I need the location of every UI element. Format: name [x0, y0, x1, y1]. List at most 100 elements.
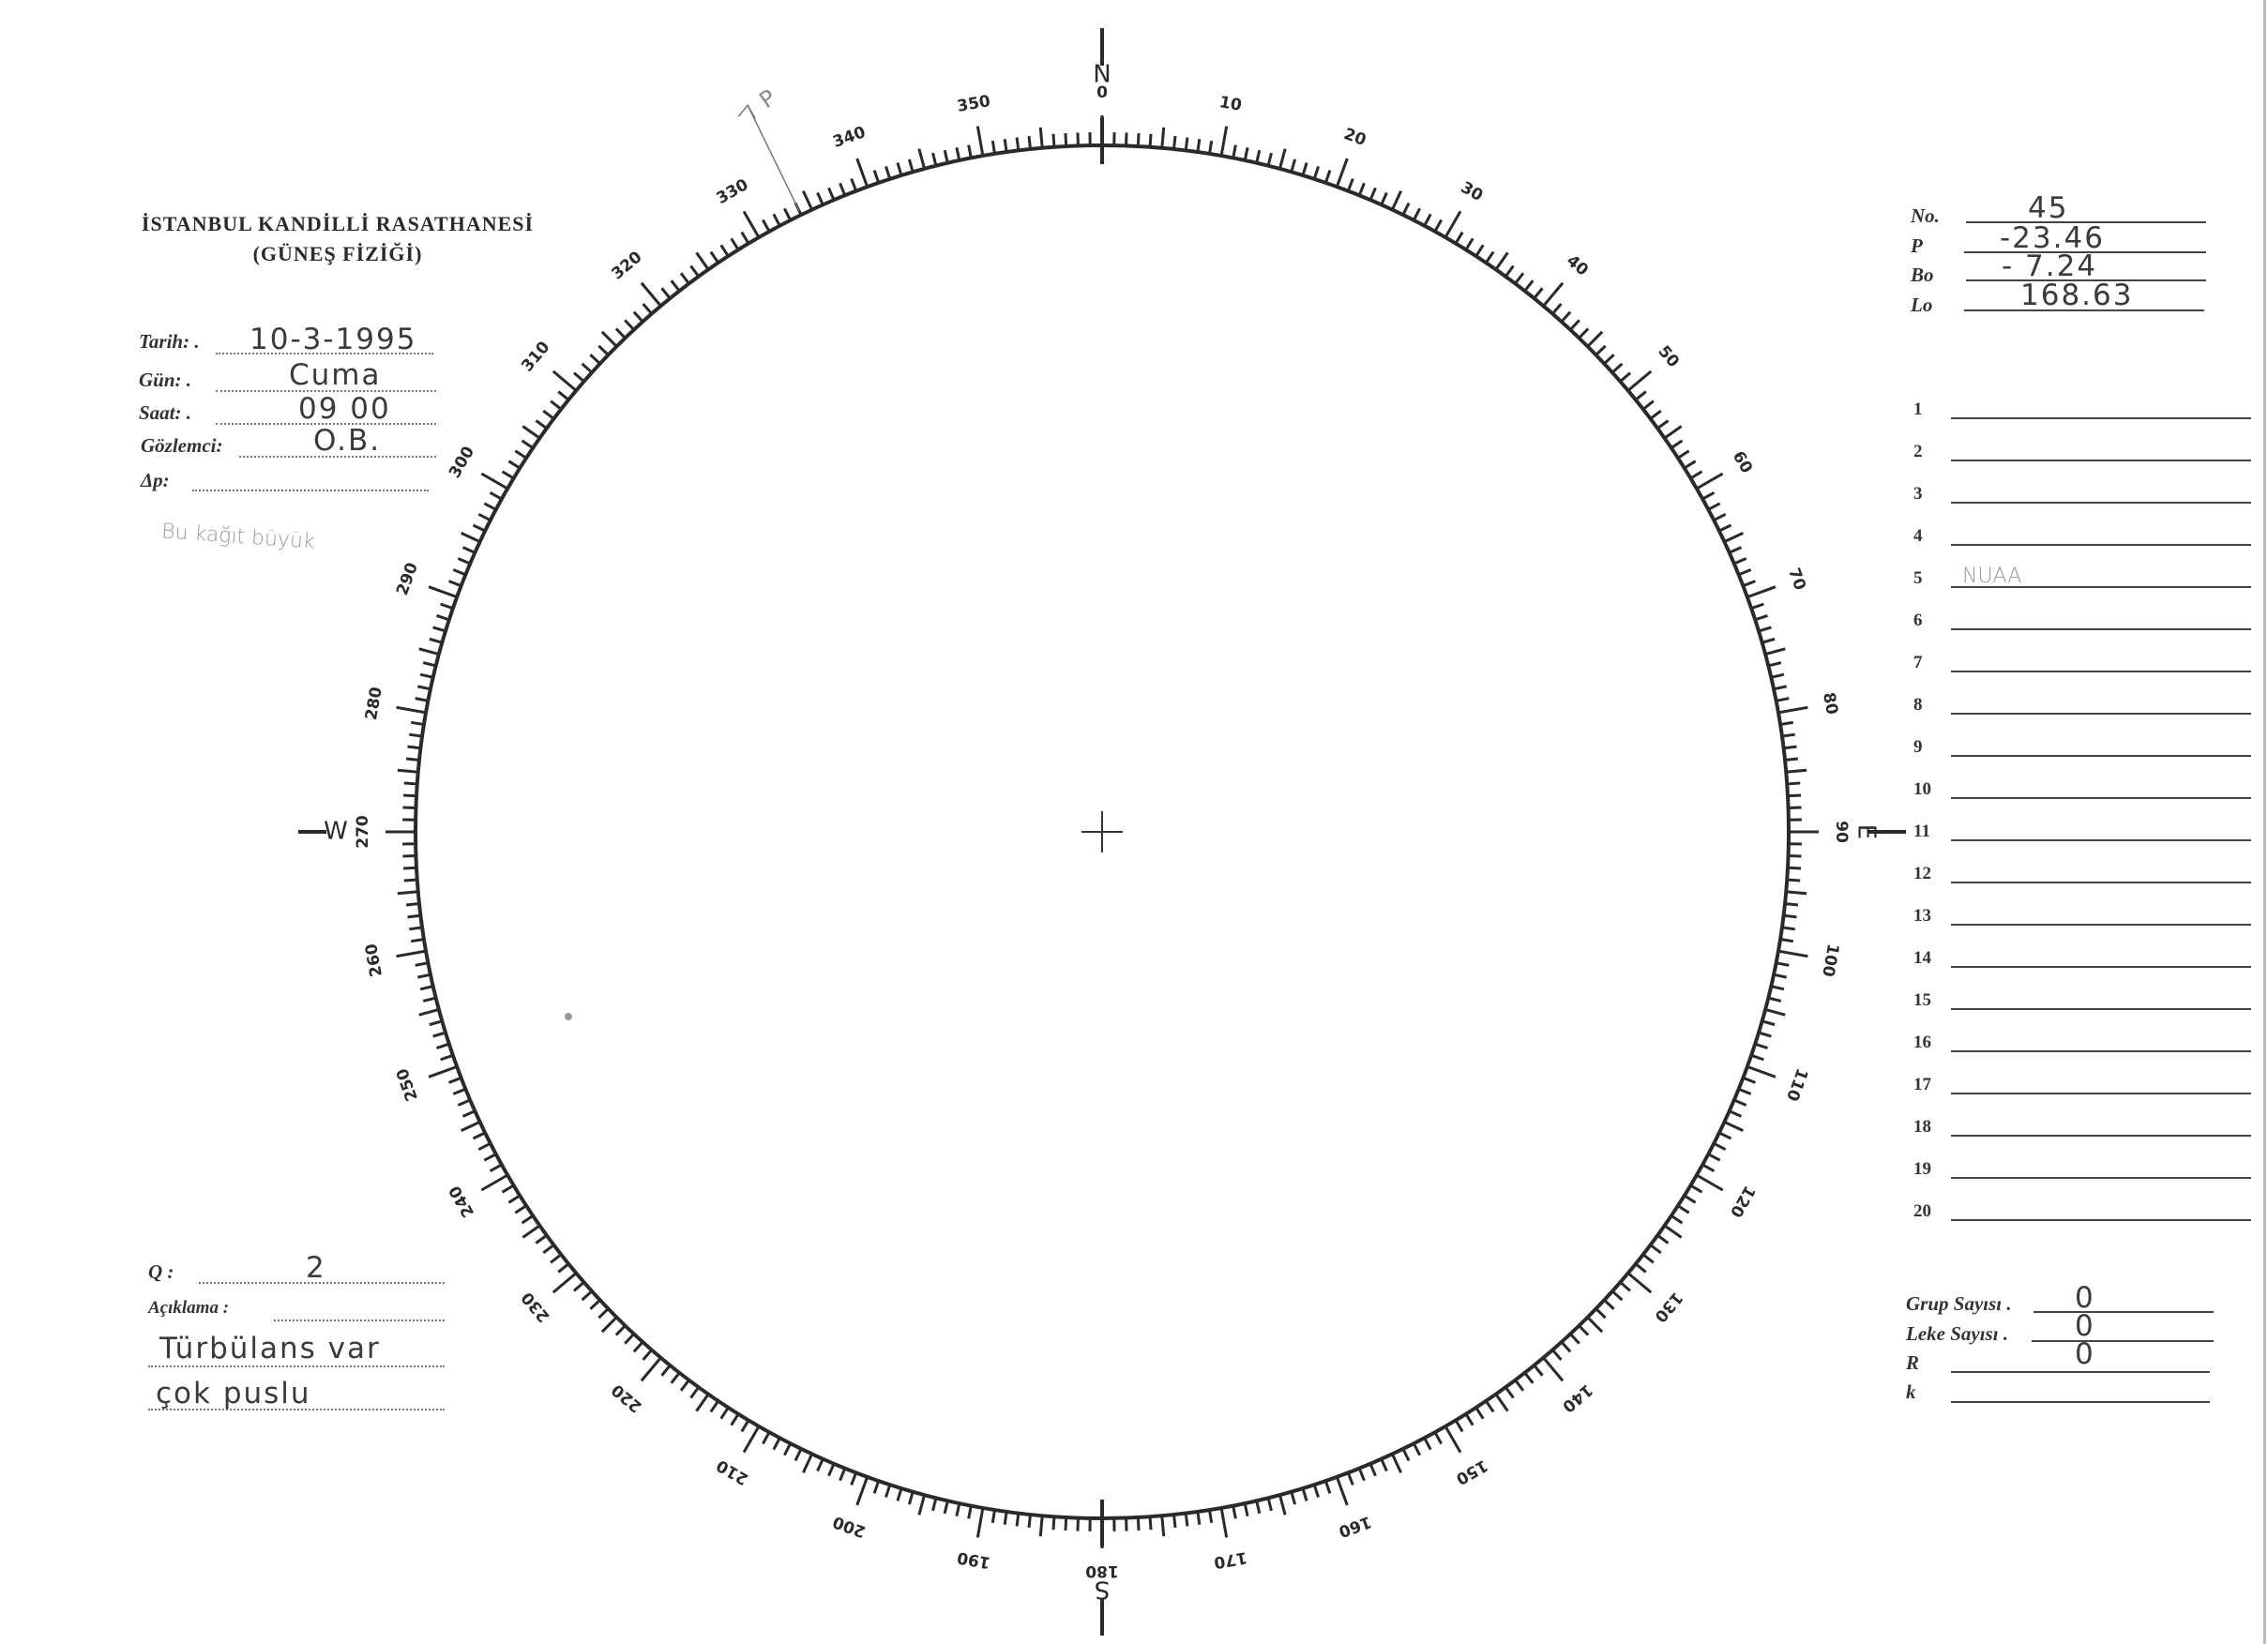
group-line-entry[interactable] [1951, 586, 2251, 588]
group-line-number: 2 [1913, 442, 1923, 461]
scale-tick [1696, 472, 1724, 490]
scale-tick [1742, 1076, 1756, 1084]
scale-tick [1683, 460, 1697, 470]
scale-tick [855, 1476, 869, 1506]
scale-tick [1423, 1437, 1432, 1451]
bo-line [1966, 279, 2206, 281]
scale-tick [1323, 170, 1332, 184]
scale-tick [794, 1448, 803, 1462]
time-value[interactable]: 09 00 [298, 392, 391, 426]
group-line-entry[interactable] [1951, 713, 2251, 715]
group-line-entry[interactable] [1951, 671, 2251, 672]
k-line [1951, 1401, 2210, 1403]
scale-tick [1542, 281, 1565, 308]
group-line-entry[interactable] [1951, 417, 2251, 419]
group-line-entry[interactable] [1951, 544, 2251, 546]
group-line-entry[interactable] [1951, 966, 2251, 968]
group-line-entry[interactable] [1951, 755, 2251, 757]
group-line-entry[interactable] [1951, 882, 2251, 883]
group-line-entry[interactable] [1951, 924, 2251, 926]
scale-tick [1776, 961, 1790, 967]
r-value[interactable]: 0 [2075, 1337, 2095, 1371]
scale-tick [452, 568, 466, 577]
group-line-entry[interactable] [1951, 1135, 2251, 1137]
bo-value[interactable]: - 7.24 [2002, 249, 2098, 283]
scale-label: 90 [1832, 821, 1851, 843]
scale-label: 220 [608, 1380, 645, 1415]
day-value[interactable]: Cuma [289, 358, 382, 392]
scale-tick [422, 996, 437, 1003]
group-count-value[interactable]: 0 [2075, 1281, 2095, 1315]
group-line-entry[interactable] [1951, 1219, 2251, 1221]
scale-tick [614, 1324, 627, 1336]
scale-label: 120 [1726, 1183, 1759, 1221]
scale-tick [1485, 1400, 1495, 1413]
scale-tick [1051, 1516, 1056, 1531]
remarks-label: Açıklama : [148, 1298, 230, 1318]
scale-tick [429, 637, 443, 644]
group-line-5-note: NUAA [1962, 565, 2022, 588]
scale-tick [1390, 190, 1403, 211]
scale-tick [1219, 126, 1229, 157]
scale-label: 210 [713, 1455, 751, 1488]
scale-tick [1784, 902, 1799, 907]
lo-value[interactable]: 168.63 [2020, 279, 2134, 312]
scale-tick [542, 1244, 555, 1255]
scale-label: 260 [362, 942, 386, 978]
group-line-entry[interactable] [1951, 1050, 2251, 1052]
group-line-entry[interactable] [1951, 502, 2251, 504]
p-value[interactable]: -23.46 [2000, 221, 2105, 255]
scale-tick [1569, 319, 1580, 331]
scale-tick [1779, 938, 1794, 943]
group-line-number: 6 [1913, 611, 1923, 630]
group-count-label: Grup Sayısı . [1906, 1292, 2012, 1315]
no-value[interactable]: 45 [2028, 191, 2069, 225]
scale-tick [1626, 370, 1653, 392]
scale-tick [589, 354, 601, 365]
group-line-number: 10 [1913, 779, 1931, 799]
group-line-entry[interactable] [1951, 628, 2251, 630]
scale-tick [552, 1272, 578, 1294]
observer-value[interactable]: O.B. [313, 424, 382, 458]
scale-tick [1641, 1253, 1655, 1264]
scale-tick [1504, 264, 1515, 278]
remarks-value-2[interactable]: çok puslu [156, 1377, 311, 1410]
scale-tick [1255, 1500, 1262, 1515]
scale-tick [943, 1500, 949, 1515]
scale-tick [1301, 1487, 1308, 1501]
scale-tick [1380, 191, 1388, 205]
cardinal-south: S [1095, 1576, 1111, 1604]
spot-count-value[interactable]: 0 [2075, 1309, 2095, 1343]
group-line-number: 12 [1913, 864, 1931, 883]
scale-tick [1208, 140, 1214, 155]
scale-tick [855, 158, 869, 188]
scale-tick [1560, 310, 1572, 324]
scale-tick [1754, 1042, 1768, 1049]
group-line-entry[interactable] [1951, 1093, 2251, 1094]
scale-tick [1346, 1471, 1354, 1486]
p-line [1964, 251, 2206, 253]
scale-tick [990, 140, 996, 155]
lo-line [1964, 309, 2204, 311]
scale-tick [535, 419, 548, 430]
scale-tick [1464, 1412, 1474, 1426]
scale-tick [522, 425, 541, 440]
group-line-entry[interactable] [1951, 460, 2251, 461]
date-value[interactable]: 10-3-1995 [249, 323, 417, 356]
scale-tick [1312, 166, 1320, 180]
scale-tick [1266, 1497, 1273, 1512]
group-line-entry[interactable] [1951, 1177, 2251, 1179]
scale-tick [1474, 1407, 1485, 1420]
group-count-line [2034, 1311, 2214, 1313]
remarks-value-1[interactable]: Türbülans var [159, 1332, 381, 1365]
group-line-entry[interactable] [1951, 797, 2251, 799]
scale-tick [660, 1364, 672, 1377]
q-value[interactable]: 2 [306, 1251, 326, 1285]
scale-tick [1569, 1333, 1580, 1345]
group-line-entry[interactable] [1951, 839, 2251, 841]
scale-tick [1255, 149, 1262, 164]
scale-tick [975, 126, 985, 157]
group-line-entry[interactable] [1951, 1008, 2251, 1010]
scale-tick [1733, 557, 1747, 566]
scale-tick [405, 757, 420, 762]
